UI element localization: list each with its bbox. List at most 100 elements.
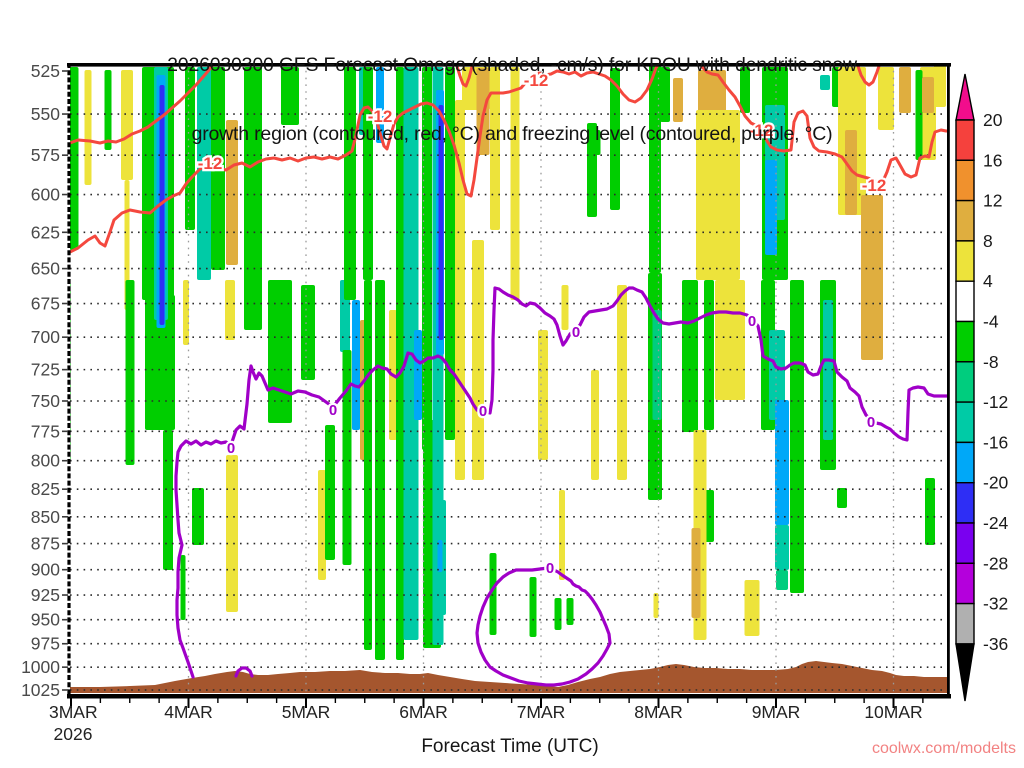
colorbar: 20 16 12 8 4 -4 -8 -12 -16 -20 -24 -28 -32 -36 [955,73,1009,702]
x-tick-label: 10MAR [864,702,922,722]
omega-streak [489,553,497,635]
colorbar-tick-label: 8 [983,231,993,251]
gridline-layer [70,64,948,693]
omega-streak [375,280,385,660]
omega-streak [610,68,620,210]
omega-streak [554,598,562,630]
plot-frame [67,63,951,699]
colorbar-tick-label: -32 [983,594,1008,614]
y-tick-label: 1000 [21,657,60,677]
colorbar-tick-label: -16 [983,432,1008,452]
colorbar-tick-label: -12 [983,392,1008,412]
contour-label-purple: 0 [748,313,756,330]
omega-streak [653,593,659,618]
omega-streak [342,350,352,565]
omega-streak [715,280,745,400]
omega-streak [445,67,455,440]
contour-red [698,63,948,184]
omega-streak [775,400,789,525]
axes-layer: 525 550 575 600 625 650 675 700 725 750 775 800 825 8… [21,61,924,744]
chart-title-line1: 2026030300 GFS Forecast Omega (shaded, -… [167,54,857,76]
x-tick-label: 6MAR [399,702,448,722]
y-tick-label: 900 [31,560,60,580]
omega-streak [396,67,404,660]
omega-streak [301,285,315,380]
contour-label-red: -12 [862,176,887,195]
omega-streak [225,280,235,340]
plot-border-right [947,63,950,698]
plot-border-top [67,63,951,67]
omega-streak [660,67,670,122]
x-tick-label: 7MAR [517,702,566,722]
omega-streak [163,430,173,570]
colorbar-tick-label: 16 [983,150,1002,170]
omega-streak [185,67,195,230]
omega-streak [121,70,133,180]
omega-streak [790,280,804,593]
contour-red [70,63,216,145]
omega-streak [837,488,847,508]
x-tick-label: 8MAR [634,702,683,722]
x-axis-year: 2026 [54,724,93,744]
colorbar-tick-label: -20 [983,473,1009,493]
y-tick-label: 625 [31,222,60,242]
omega-streak [318,470,326,580]
colorbar-block [955,240,975,282]
omega-streak [180,555,186,620]
omega-streak [226,455,238,612]
colorbar-block [955,602,975,645]
omega-streak [652,310,662,420]
omega-streak [740,67,750,113]
colorbar-tick-label: 12 [983,191,1002,211]
y-tick-label: 1025 [21,680,60,700]
colorbar-block [955,361,975,403]
x-tick-label: 9MAR [752,702,801,722]
colorbar-tick-label: -4 [983,312,999,332]
contour-label-purple: 0 [572,324,580,341]
omega-streak [244,67,262,330]
omega-streak [490,67,500,230]
contour-purple [174,286,948,679]
omega-streak [538,330,548,460]
x-tick-label: 3MAR [49,702,98,722]
y-tick-label: 775 [31,421,60,441]
omega-streak [820,75,830,90]
chart-title-line2: growth region (contoured, red, °C) and f… [191,123,833,145]
contour-red [855,63,882,87]
y-tick-label: 575 [31,145,60,165]
omega-streak [704,280,714,430]
omega-streak [437,540,443,572]
omega-streak [159,85,165,325]
contour-layer [70,63,948,687]
omega-streak [845,130,857,215]
contour-label-purple: 0 [546,560,554,577]
colorbar-tick-label: -36 [983,634,1008,654]
contour-red [454,63,475,88]
omega-streak [529,577,537,637]
y-tick-label: 800 [31,451,60,471]
omega-streak [325,425,335,560]
y-tick-label: 925 [31,585,60,605]
contour-red [70,63,661,254]
omega-streak [281,67,299,125]
terrain-layer [70,661,948,693]
colorbar-block [955,482,975,524]
omega-streak [226,120,238,265]
x-tick-label: 4MAR [164,702,213,722]
omega-streak [438,105,444,340]
plot-border-bottom [67,694,951,699]
omega-streak [617,285,627,480]
omega-streak [765,160,777,255]
watermark-link[interactable]: coolwx.com/modelts [871,740,1016,757]
colorbar-tick-label: -24 [983,513,1009,533]
omega-streak [414,330,422,420]
omega-streak [352,300,360,430]
omega-streak [125,280,135,465]
y-tick-label: 650 [31,259,60,279]
colorbar-tick-label: 4 [983,271,993,291]
y-tick-label: 850 [31,507,60,527]
omega-streak [775,525,789,570]
omega-streak [192,488,204,545]
omega-streak [145,295,175,430]
